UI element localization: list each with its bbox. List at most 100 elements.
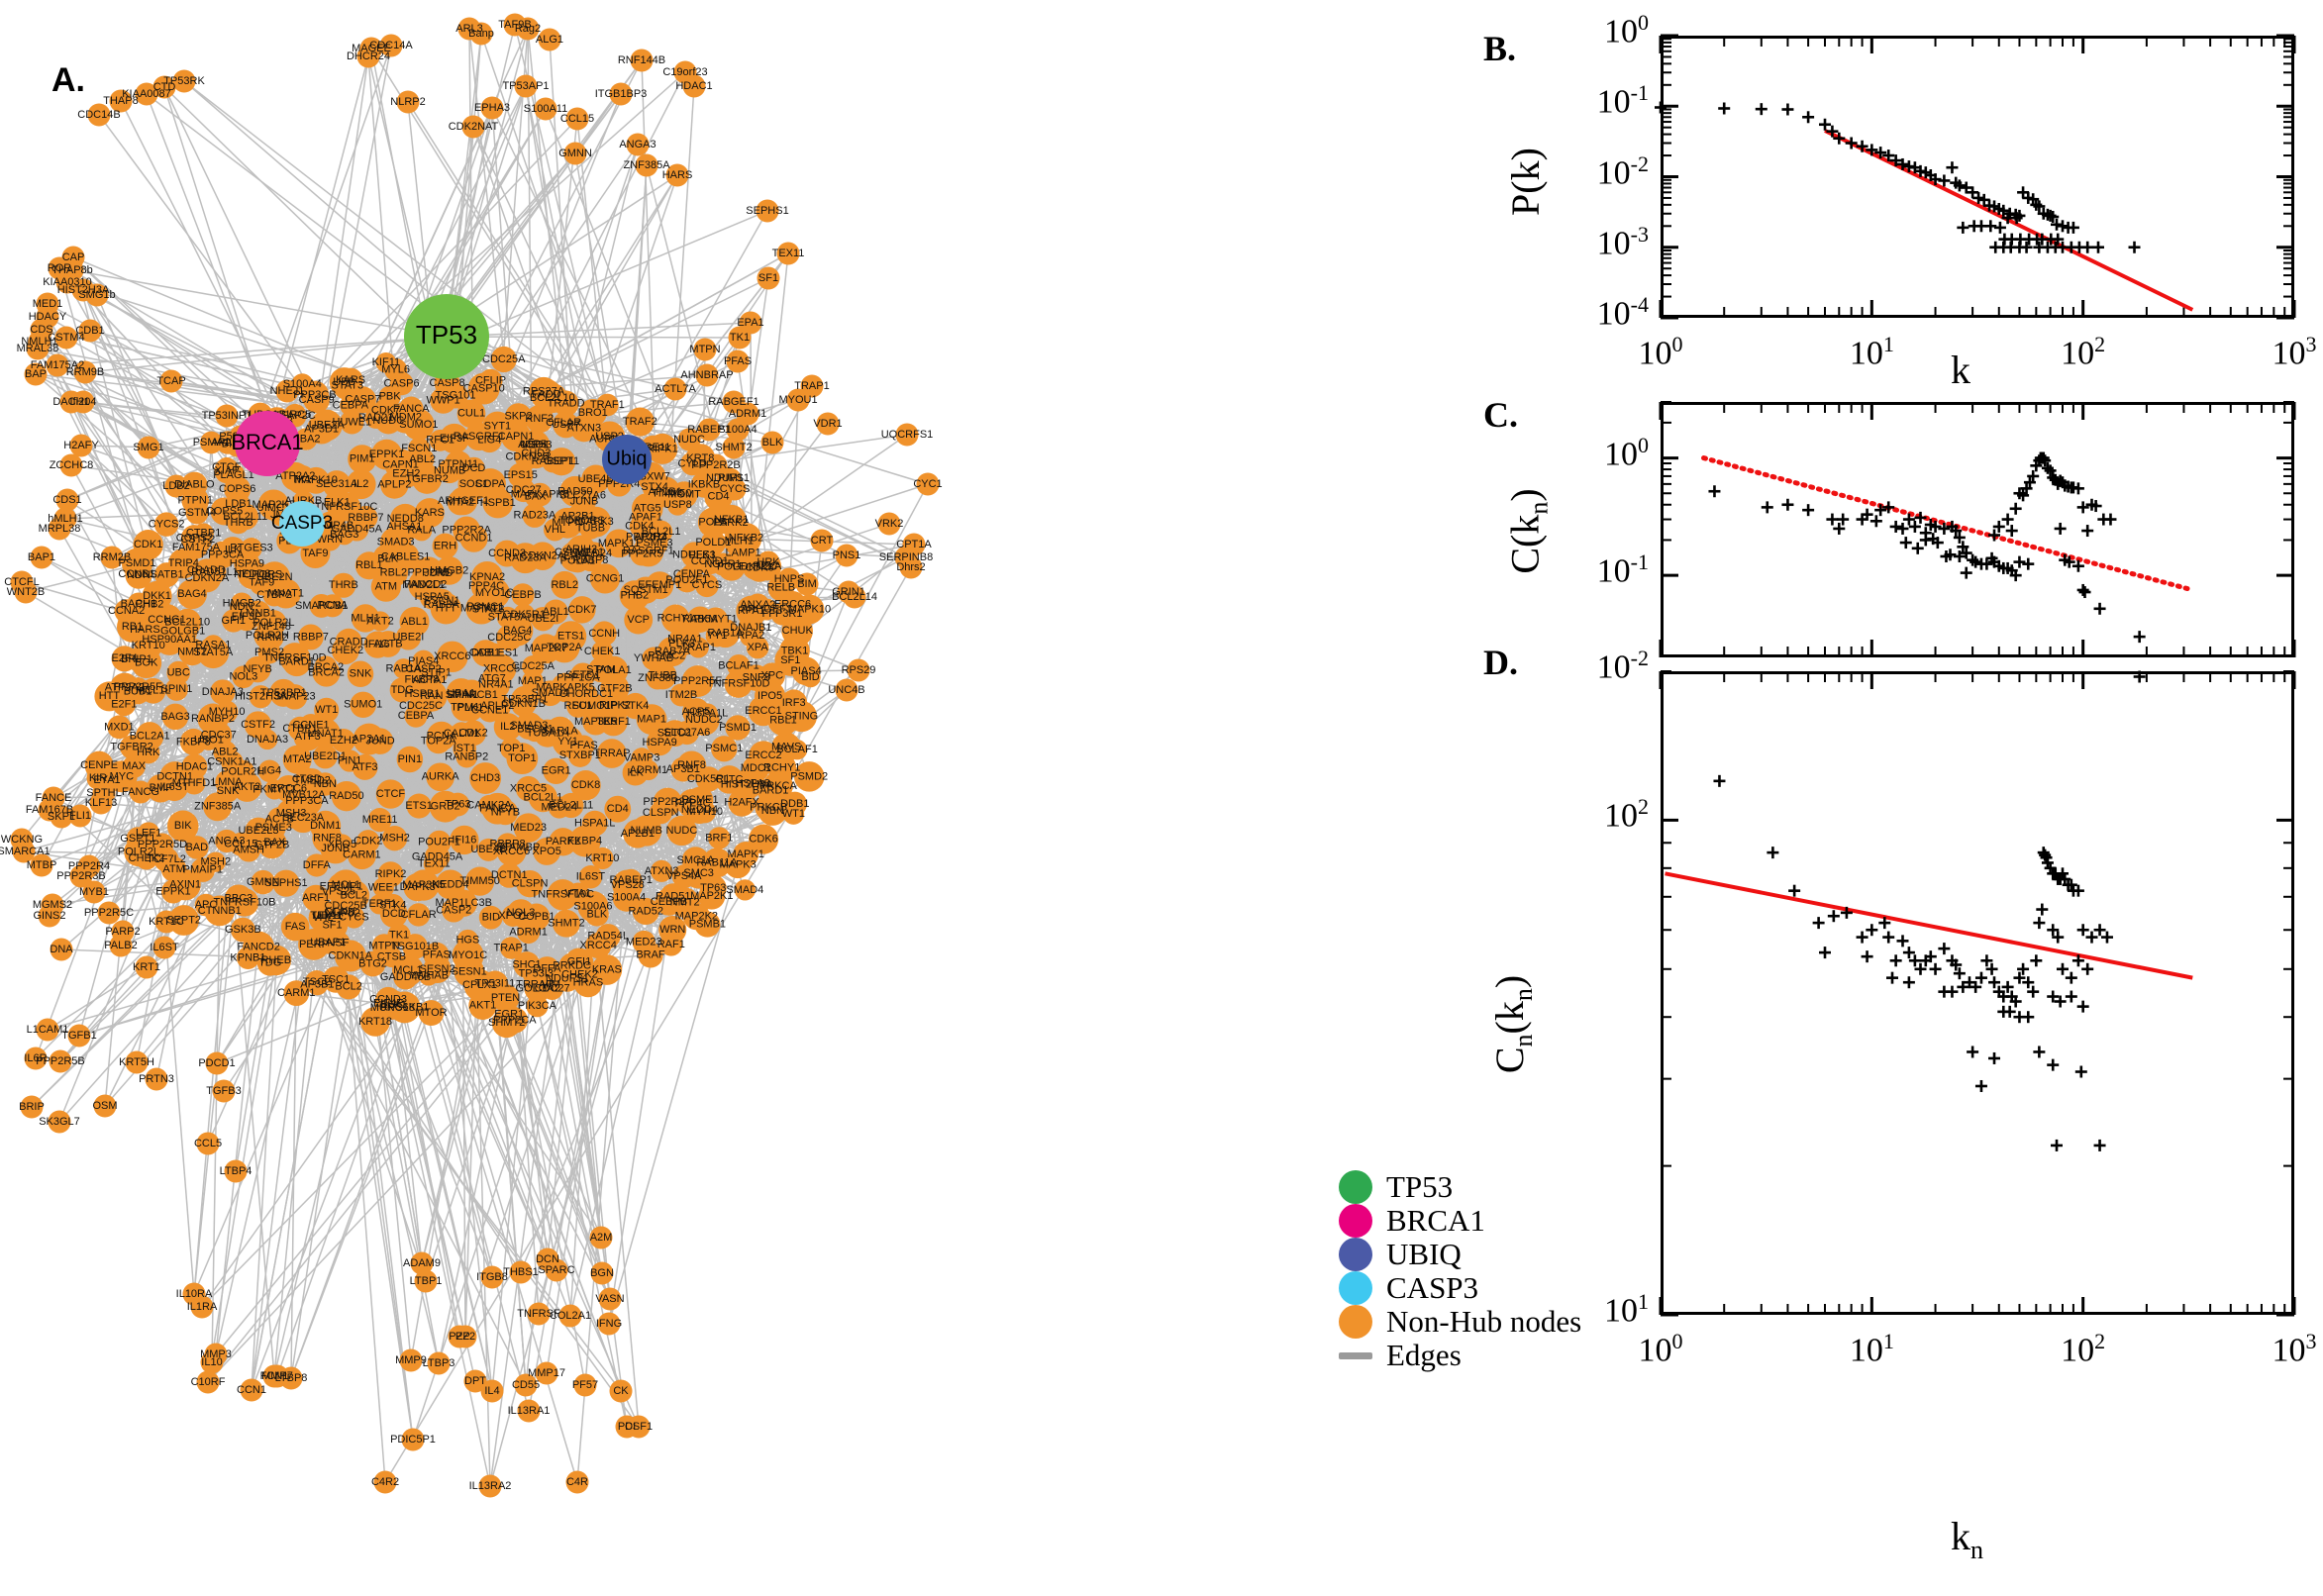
network-node[interactable] — [346, 469, 376, 500]
network-node[interactable] — [196, 1370, 220, 1394]
network-node[interactable] — [350, 691, 376, 719]
network-node[interactable] — [756, 199, 779, 223]
network-node[interactable] — [125, 1050, 149, 1074]
network-node[interactable] — [522, 670, 544, 693]
network-node[interactable] — [313, 744, 338, 769]
network-node[interactable] — [800, 374, 824, 398]
network-node[interactable] — [568, 596, 596, 624]
network-node[interactable] — [224, 1159, 248, 1183]
network-node[interactable] — [625, 407, 655, 437]
network-node[interactable] — [97, 901, 121, 925]
network-node[interactable] — [646, 666, 669, 690]
network-node[interactable] — [545, 716, 575, 747]
network-node[interactable] — [121, 548, 153, 579]
network-node[interactable] — [511, 685, 539, 714]
network-node[interactable] — [161, 703, 189, 731]
network-node[interactable] — [674, 567, 700, 593]
network-node[interactable] — [516, 17, 540, 41]
network-node[interactable] — [363, 631, 391, 658]
network-node[interactable] — [760, 431, 784, 454]
network-node[interactable] — [396, 746, 424, 773]
network-node[interactable] — [776, 242, 800, 265]
network-node[interactable] — [534, 956, 560, 982]
network-node[interactable] — [279, 643, 311, 674]
network-node[interactable] — [275, 379, 299, 403]
network-node[interactable] — [379, 900, 408, 929]
network-node[interactable] — [847, 658, 870, 682]
network-node[interactable] — [127, 592, 151, 616]
network-node[interactable] — [590, 1261, 614, 1285]
network-node[interactable] — [551, 672, 580, 703]
network-node[interactable] — [418, 1000, 445, 1027]
network-node[interactable] — [222, 463, 246, 487]
network-node[interactable] — [14, 580, 38, 604]
network-node[interactable] — [297, 624, 324, 650]
network-node[interactable] — [160, 856, 187, 882]
network-node[interactable] — [757, 266, 780, 290]
network-node[interactable] — [480, 96, 504, 120]
network-node[interactable] — [695, 363, 719, 387]
network-node[interactable] — [724, 851, 752, 879]
network-node[interactable] — [604, 529, 634, 558]
network-node[interactable] — [200, 431, 223, 454]
network-node[interactable] — [734, 879, 757, 901]
network-node[interactable] — [767, 753, 797, 783]
network-node[interactable] — [184, 536, 208, 559]
network-node[interactable] — [556, 621, 587, 652]
network-node[interactable] — [54, 326, 78, 349]
network-node[interactable] — [107, 715, 132, 740]
network-node[interactable] — [384, 449, 417, 481]
network-node[interactable] — [597, 739, 627, 768]
network-node[interactable] — [558, 1304, 582, 1328]
network-node[interactable] — [570, 414, 598, 443]
network-node[interactable] — [194, 893, 218, 917]
network-node[interactable] — [782, 803, 805, 825]
network-node[interactable] — [697, 703, 718, 725]
network-node[interactable] — [527, 1302, 551, 1326]
network-node[interactable] — [196, 1132, 220, 1155]
network-node[interactable] — [543, 757, 569, 785]
network-node[interactable] — [210, 679, 236, 705]
network-node[interactable] — [522, 717, 549, 743]
network-node[interactable] — [816, 412, 840, 436]
network-node[interactable] — [480, 1379, 504, 1403]
network-node[interactable] — [663, 377, 687, 401]
network-node[interactable] — [490, 346, 517, 373]
network-node[interactable] — [566, 882, 589, 906]
network-node[interactable] — [491, 1008, 522, 1039]
network-node[interactable] — [493, 713, 522, 742]
network-node[interactable] — [205, 851, 226, 872]
network-node[interactable] — [198, 730, 220, 750]
network-node[interactable] — [111, 920, 135, 944]
network-node[interactable] — [469, 762, 502, 794]
network-node[interactable] — [476, 428, 502, 453]
network-node[interactable] — [553, 909, 580, 938]
network-node[interactable] — [172, 69, 196, 93]
network-node[interactable] — [190, 1295, 214, 1319]
network-node[interactable] — [563, 142, 587, 165]
network-node[interactable] — [153, 512, 179, 537]
network-node[interactable] — [895, 423, 919, 447]
network-node[interactable] — [306, 414, 337, 445]
network-node[interactable] — [695, 573, 719, 598]
network-node[interactable] — [264, 779, 285, 800]
network-node[interactable] — [726, 349, 750, 373]
network-node[interactable] — [693, 338, 717, 361]
network-node[interactable] — [414, 1269, 438, 1293]
network-node[interactable] — [185, 501, 209, 525]
network-node[interactable] — [256, 729, 278, 750]
network-node[interactable] — [135, 847, 158, 870]
network-node[interactable] — [87, 103, 111, 127]
network-node[interactable] — [545, 1258, 568, 1282]
network-node[interactable] — [671, 864, 696, 889]
network-node[interactable] — [513, 951, 541, 978]
network-node[interactable] — [373, 1470, 397, 1494]
network-node[interactable] — [685, 795, 714, 825]
network-node[interactable] — [443, 383, 468, 409]
network-node[interactable] — [531, 634, 561, 664]
network-node[interactable] — [109, 89, 133, 113]
network-node[interactable] — [280, 912, 310, 942]
network-node[interactable] — [257, 641, 281, 664]
network-node[interactable] — [406, 903, 431, 927]
network-node[interactable] — [122, 754, 146, 778]
